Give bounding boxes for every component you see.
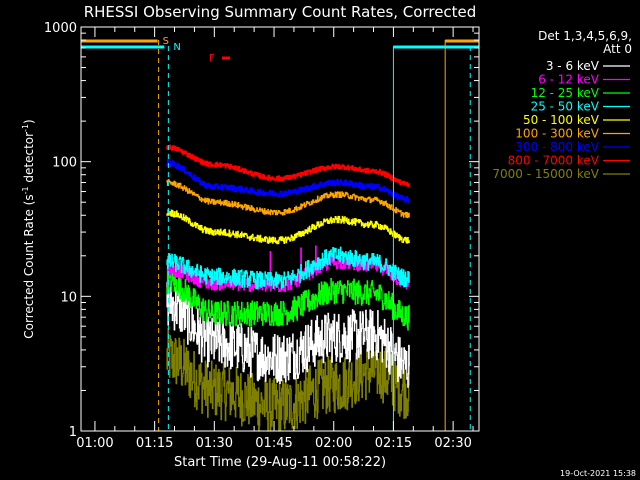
legend-entry-7: 300 - 800 keV <box>515 140 599 154</box>
plot-frame <box>80 26 480 432</box>
y-tick-label: 1 <box>69 425 77 440</box>
data-layer <box>166 144 410 432</box>
y-tick-label: 100 <box>52 156 77 171</box>
series-line-7 <box>166 159 410 204</box>
y-axis-label-part1: Corrected Count Rate (s <box>22 194 36 338</box>
y-axis-label: Corrected Count Rate (s-1 detector-1) <box>21 119 36 338</box>
series-line-6 <box>166 179 410 219</box>
legend-entry-9: 7000 - 15000 keV <box>492 167 599 181</box>
legend-entry-6: 100 - 300 keV <box>515 127 599 141</box>
night-label: N <box>173 42 180 53</box>
legend-entry-5: 50 - 100 keV <box>523 113 600 127</box>
chart-title: RHESSI Observing Summary Count Rates, Co… <box>84 3 477 21</box>
axis-layer: 1 10 100 1000 01:00 01:15 01:30 01:45 02:00 02:15… <box>44 21 479 451</box>
saa-label: S <box>163 36 169 47</box>
x-tick-label: 02:15 <box>375 436 412 451</box>
series-line-5 <box>166 209 410 245</box>
series-line-3 <box>166 269 410 331</box>
x-tick-label: 02:30 <box>434 436 471 451</box>
x-tick-label: 01:45 <box>255 436 292 451</box>
legend-entry-8: 800 - 7000 keV <box>508 154 600 168</box>
legend-header-line2: Att 0 <box>603 42 632 56</box>
series-line-8 <box>166 144 410 188</box>
legend-entry-4: 25 - 50 keV <box>531 100 600 114</box>
legend-entry-1: 3 - 6 keV <box>546 59 600 73</box>
flare-label: F <box>209 53 215 64</box>
y-axis-label-part2: detector <box>22 132 36 187</box>
x-axis-label: Start Time (29-Aug-11 00:58:22) <box>174 455 386 470</box>
footer-timestamp: 19-Oct-2021 15:38 <box>560 469 636 478</box>
legend-header-line1: Det 1,3,4,5,6,9, <box>538 29 632 43</box>
x-tick-label: 01:15 <box>136 436 173 451</box>
y-tick-label: 10 <box>60 290 77 305</box>
legend-entry-3: 12 - 25 keV <box>531 86 600 100</box>
y-tick-label: 1000 <box>44 21 77 36</box>
series-line-4 <box>166 246 410 290</box>
y-axis-label-sup2: -1 <box>21 124 30 132</box>
y-axis-label-sup1: -1 <box>21 186 30 194</box>
legend-entry-2: 6 - 12 keV <box>538 73 600 87</box>
series-line-9 <box>166 328 410 432</box>
x-tick-label: 01:30 <box>196 436 233 451</box>
x-tick-label: 02:00 <box>315 436 352 451</box>
y-axis-label-part3: ) <box>22 119 36 124</box>
x-tick-label: 01:00 <box>76 436 113 451</box>
